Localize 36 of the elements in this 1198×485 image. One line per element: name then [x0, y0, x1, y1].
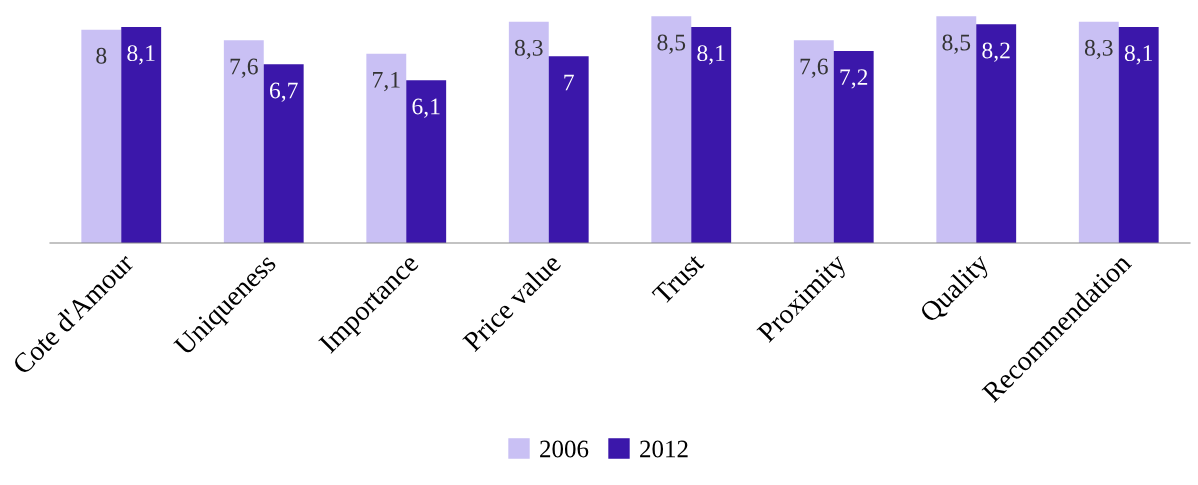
- data-label: 8,3: [514, 39, 543, 60]
- bar: [81, 29, 122, 243]
- legend-label: 2006: [540, 440, 589, 458]
- data-label: 7: [564, 74, 574, 91]
- bar: [1078, 21, 1119, 243]
- data-label: 8: [96, 47, 107, 64]
- bar: [263, 64, 304, 243]
- data-label: 7,6: [800, 58, 828, 78]
- bar: [793, 40, 834, 243]
- data-label: 8,1: [127, 45, 155, 65]
- data-label: 6,7: [269, 82, 298, 102]
- data-label: 8,5: [942, 34, 971, 54]
- bar: [508, 21, 549, 243]
- data-label: 8,2: [982, 42, 1010, 62]
- bar: [691, 27, 732, 243]
- data-label: 8,1: [697, 45, 725, 65]
- x-tick-label: Trust: [651, 252, 705, 306]
- bar: [1118, 27, 1159, 243]
- data-label: 8,5: [657, 34, 686, 54]
- bar: [548, 56, 589, 243]
- bar: [651, 16, 692, 243]
- data-label: 7,1: [373, 71, 400, 92]
- bar: [223, 40, 264, 243]
- data-label: 6,1: [412, 98, 440, 118]
- bar: [833, 51, 874, 243]
- legend-label: 2012: [640, 440, 688, 458]
- bar: [366, 53, 407, 243]
- x-tick-label: Price value: [461, 252, 562, 353]
- bar: [936, 16, 977, 243]
- data-label: 7,2: [840, 69, 868, 89]
- data-label: 8,1: [1124, 45, 1153, 65]
- bar: [406, 80, 447, 243]
- data-label: 8,3: [1084, 39, 1113, 60]
- bar: [121, 27, 162, 243]
- bar: [976, 24, 1017, 243]
- data-label: 7,6: [230, 58, 258, 78]
